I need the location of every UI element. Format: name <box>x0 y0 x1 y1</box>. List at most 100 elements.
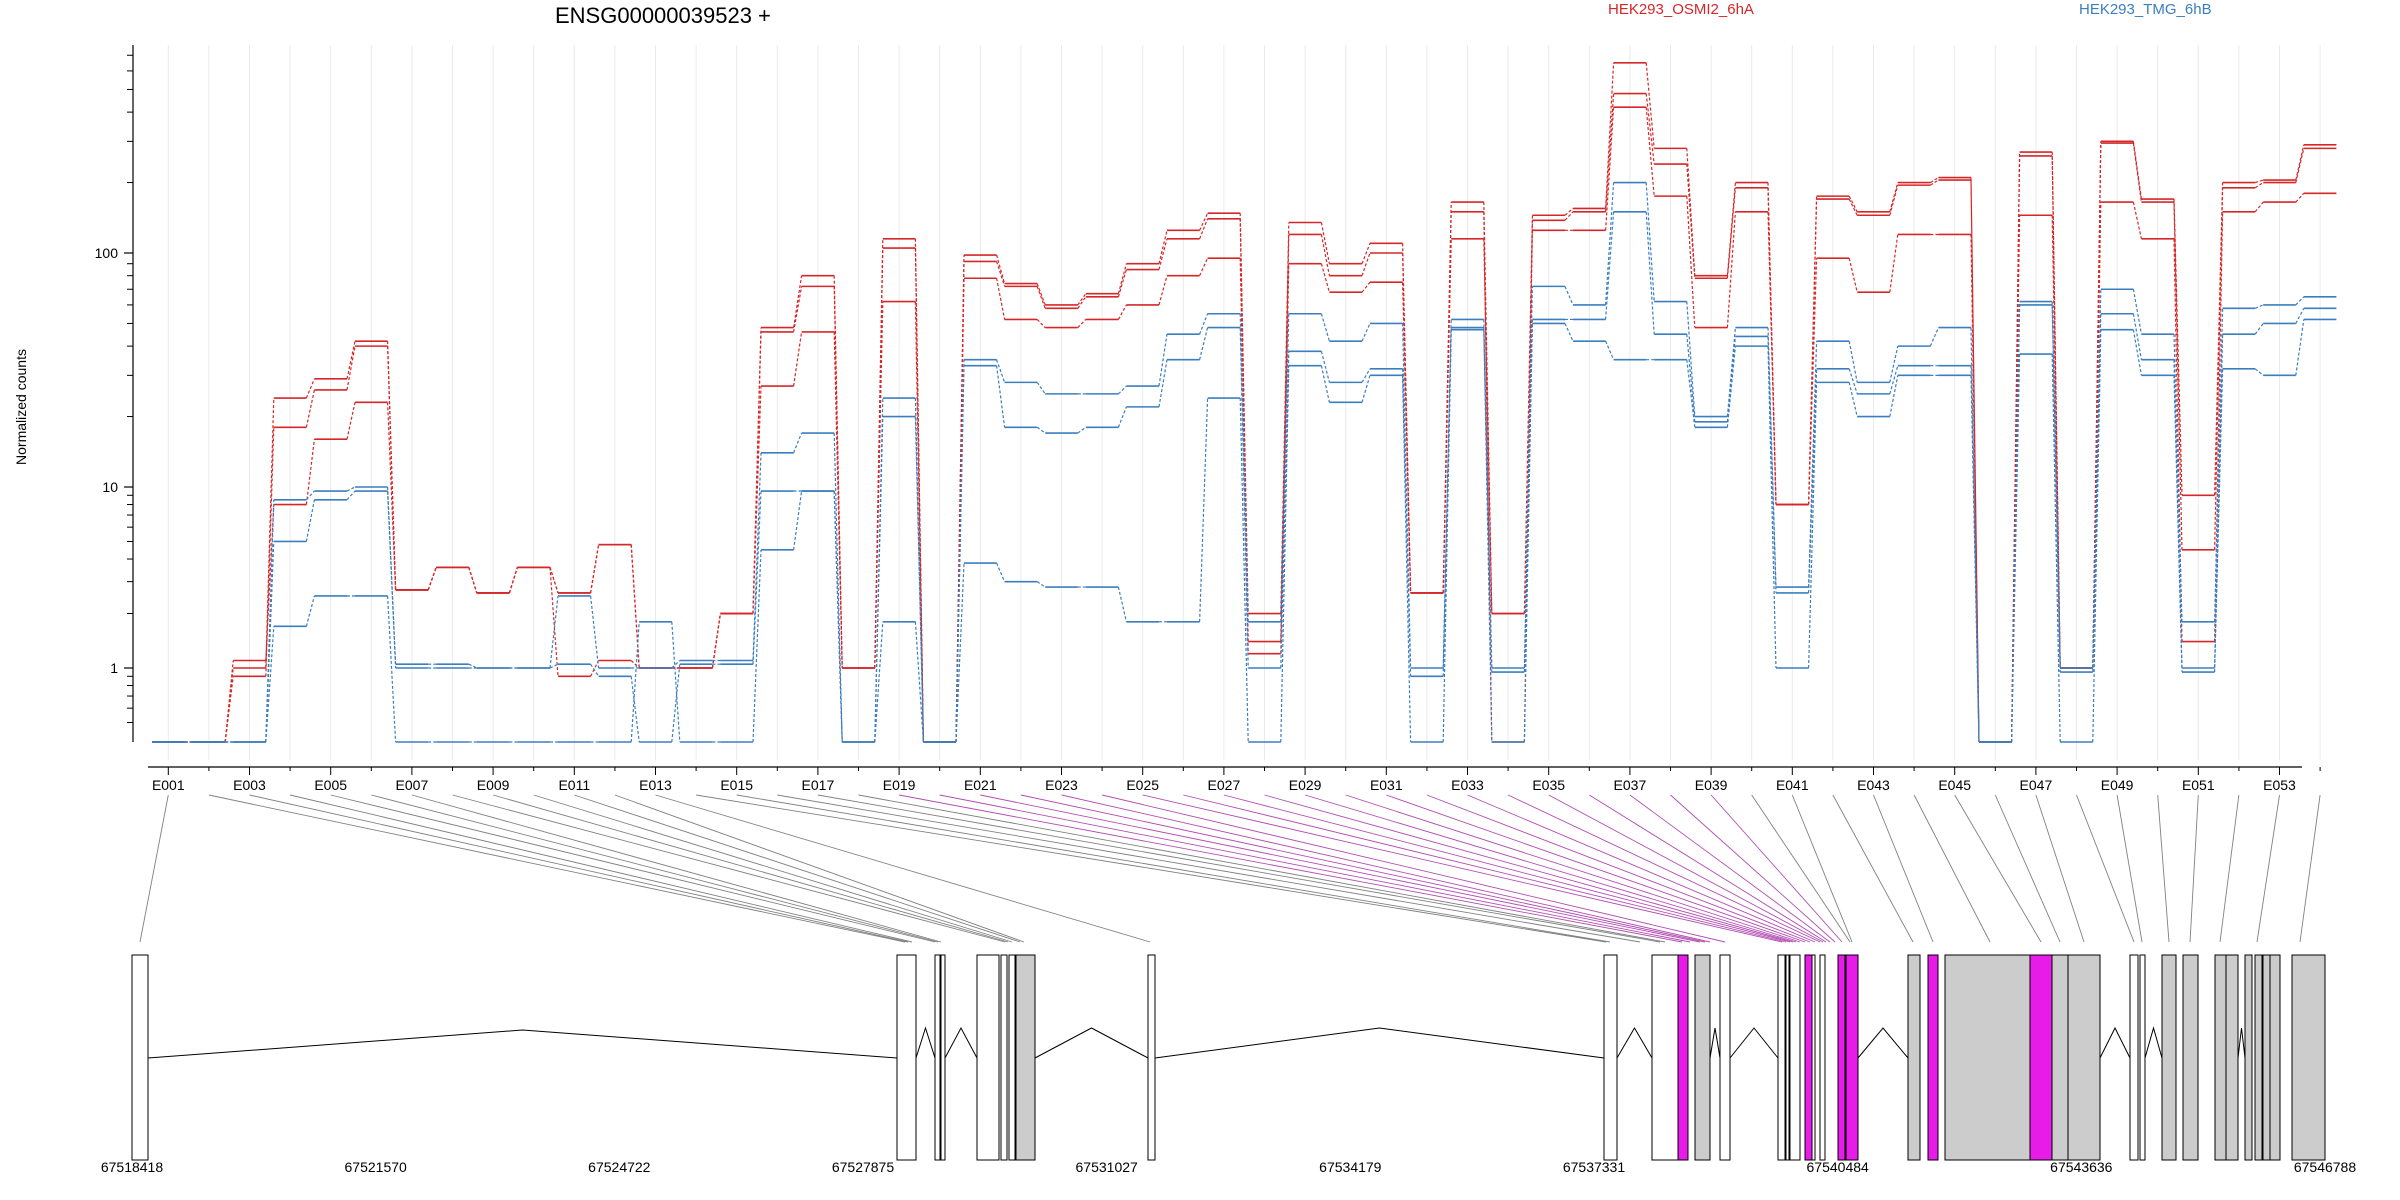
series-3-connector <box>468 663 478 669</box>
series-3-connector <box>305 490 315 501</box>
series-4-connector <box>1726 336 1736 422</box>
legend-entry-tmg: HEK293_TMG_6hB <box>2079 1 2212 18</box>
series-4-connector <box>752 491 762 665</box>
series-5-connector <box>1361 375 1371 403</box>
series-3-connector <box>1320 313 1330 342</box>
series-1-connector <box>1320 234 1330 276</box>
series-5-connector <box>1199 398 1209 622</box>
exon-connector <box>1101 794 1726 943</box>
series-4-connector <box>305 499 315 542</box>
series-5-connector <box>1402 375 1412 743</box>
exon-connector <box>1020 794 1706 943</box>
series-5-connector <box>1117 586 1127 622</box>
series-5-connector <box>752 549 762 743</box>
exon-box <box>1147 954 1156 1161</box>
series-4-connector <box>1239 327 1249 669</box>
series-2-connector <box>1077 319 1087 329</box>
series-2-connector <box>427 567 437 591</box>
series-2-connector <box>1848 258 1858 293</box>
series-4-connector <box>1117 406 1127 428</box>
exon-box <box>1785 954 1790 1161</box>
exon-connector <box>1223 794 1791 943</box>
series-2-connector <box>711 613 721 669</box>
series-1-connector <box>2295 148 2305 183</box>
x-tick-label: E007 <box>396 777 429 793</box>
series-4-connector <box>1402 368 1412 677</box>
series-0-connector <box>1645 62 1655 149</box>
series-2-connector <box>1036 319 1046 329</box>
series-3-connector <box>1889 345 1899 383</box>
exon-connector <box>736 794 1611 943</box>
exon-connector <box>1751 794 1851 943</box>
exon-connector <box>1386 794 1806 943</box>
intron-line <box>2144 1026 2163 1059</box>
series-1-connector <box>1199 218 1209 240</box>
series-2-connector <box>1523 230 1533 614</box>
series-1-connector <box>996 261 1006 287</box>
series-2-connector <box>1361 281 1371 293</box>
series-4-connector <box>874 416 884 743</box>
genomic-tick-label: 67521570 <box>345 1159 408 1175</box>
intron-line <box>1616 1027 1653 1059</box>
x-tick-label: E015 <box>720 777 753 793</box>
series-1-connector <box>549 567 559 677</box>
series-3-connector <box>1564 286 1574 306</box>
series-1-connector <box>1726 187 1736 279</box>
series-3-connector <box>346 486 356 492</box>
series-1-connector <box>1767 187 1777 505</box>
exon-connector <box>1589 794 1827 943</box>
series-3-connector <box>2132 289 2142 335</box>
exon-connector <box>1467 794 1816 943</box>
x-tick-label: E017 <box>802 777 835 793</box>
series-5-connector <box>1036 581 1046 588</box>
series-5-connector <box>1889 375 1899 417</box>
exon-connector <box>1670 794 1836 943</box>
genomic-axis: 67518418 67521570 67524722 67527875 67531027… <box>101 1159 2357 1175</box>
series-5-connector <box>1564 323 1574 342</box>
series-2-connector <box>468 567 478 594</box>
exon-connector <box>2256 794 2280 943</box>
series-1-connector <box>1036 286 1046 309</box>
exon-connector <box>1264 794 1794 943</box>
series-4-connector <box>1645 211 1655 335</box>
series-2-connector <box>752 386 762 614</box>
series-5-connector <box>387 595 397 743</box>
series-4-connector <box>914 416 924 743</box>
series-1-connector <box>590 660 600 677</box>
series-1-connector <box>1930 179 1939 186</box>
x-tick-label: E021 <box>964 777 997 793</box>
series-2-connector <box>1726 211 1736 328</box>
x-tick-label: E035 <box>1532 777 1565 793</box>
series-3-connector <box>671 660 681 669</box>
exon-connector <box>249 794 909 943</box>
exon-box <box>1719 954 1731 1161</box>
series-2-connector <box>2011 215 2021 743</box>
series-1-connector <box>305 389 315 428</box>
exon-box <box>1603 954 1618 1161</box>
series-1-connector <box>1645 93 1655 165</box>
exon-box <box>2067 954 2101 1161</box>
series-5-connector <box>1686 359 1696 428</box>
series-4-connector <box>1361 368 1371 383</box>
series-4-connector <box>2295 308 2305 324</box>
series-1-connector <box>1117 269 1127 297</box>
intron-line <box>147 1029 898 1059</box>
series-2-connector <box>1158 275 1168 306</box>
genomic-tick-label: 67543636 <box>2050 1159 2113 1175</box>
series-2-connector <box>508 567 518 594</box>
series-0-connector <box>874 238 884 669</box>
series-3-connector <box>2295 296 2305 306</box>
exon-box <box>2262 954 2271 1161</box>
exon-connector <box>2076 794 2135 943</box>
series-4-connector <box>346 490 356 501</box>
series-2-connector <box>1280 263 1290 654</box>
series-2-connector <box>1645 107 1655 197</box>
series-4-connector <box>1158 359 1168 407</box>
series-4-connector <box>955 365 965 743</box>
exon-box <box>2269 954 2281 1161</box>
series-1-connector <box>387 346 397 590</box>
series-0-connector <box>2173 199 2183 496</box>
series-2-connector <box>1117 304 1127 320</box>
intron-line <box>1034 1027 1149 1059</box>
intron-line <box>944 1026 978 1059</box>
